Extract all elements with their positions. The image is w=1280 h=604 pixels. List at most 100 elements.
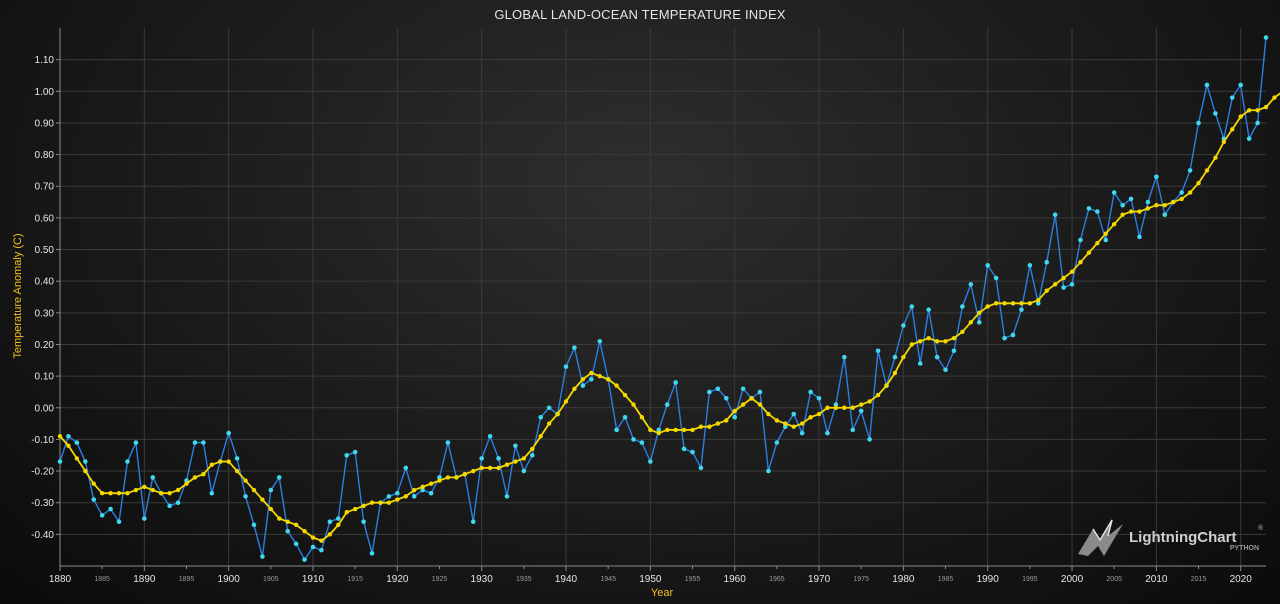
data-point-1 [378,500,383,505]
data-point-1 [327,532,333,537]
data-point-1 [808,415,813,420]
data-point-1 [546,421,552,426]
data-point-0 [791,411,797,417]
data-point-1 [1162,203,1168,208]
logo-mark: ® [1258,524,1264,532]
data-point-0 [1154,174,1159,180]
data-point-0 [1179,190,1184,195]
data-point-0 [664,402,670,407]
data-point-0 [985,263,990,268]
data-point-0 [1255,120,1260,126]
data-point-0 [951,348,957,354]
x-tick-label: 1940 [555,574,578,585]
data-point-0 [589,376,594,382]
data-point-0 [858,408,864,414]
y-tick-label: 1.10 [35,55,55,66]
data-point-1 [1187,190,1193,195]
data-point-1 [1255,108,1260,113]
data-point-1 [251,487,257,493]
data-point-0 [740,386,746,392]
data-point-0 [917,361,923,366]
data-point-1 [783,421,788,426]
data-point-0 [1111,190,1117,195]
data-point-1 [816,411,822,417]
x-minor-tick-label: 1885 [94,576,110,583]
data-point-1 [184,481,189,486]
data-point-1 [901,354,906,360]
data-point-0 [968,282,974,287]
data-point-1 [589,370,594,376]
data-point-0 [302,557,307,562]
data-point-1 [412,487,417,493]
data-point-1 [243,478,248,483]
data-point-0 [766,468,771,474]
data-point-1 [1230,127,1235,132]
y-tick-label: -0.30 [31,498,54,509]
data-point-1 [1238,114,1243,119]
data-point-1 [918,339,923,344]
data-point-1 [1112,222,1117,227]
data-point-1 [648,427,653,433]
data-point-0 [1019,307,1024,312]
data-point-1 [1128,209,1134,214]
data-point-0 [850,427,856,433]
x-minor-tick-label: 1975 [853,576,869,583]
data-point-1 [749,396,754,401]
x-tick-label: 1890 [133,574,156,585]
x-tick-label: 1950 [639,574,662,585]
data-point-0 [201,440,206,445]
data-point-0 [774,440,780,445]
data-point-1 [572,386,577,391]
data-point-1 [968,320,974,325]
data-point-1 [116,491,122,496]
data-point-0 [808,389,813,395]
y-tick-label: 0.80 [35,150,55,161]
data-point-0 [614,427,619,433]
data-point-0 [1103,237,1109,243]
data-point-0 [723,395,729,401]
data-point-1 [471,468,476,474]
data-point-1 [74,456,80,461]
data-point-0 [833,402,839,407]
data-point-0 [757,389,763,395]
data-point-0 [268,487,274,493]
data-point-1 [504,462,510,467]
data-point-1 [690,427,695,433]
data-point-0 [1229,95,1235,100]
logo-sub: PYTHON [1230,545,1259,552]
y-tick-label: 0.10 [35,372,55,383]
data-point-1 [951,335,957,341]
data-point-1 [437,478,442,483]
data-point-0 [572,345,577,350]
x-axis-title: Year [651,587,674,599]
data-point-1 [1154,203,1159,208]
data-point-1 [867,399,872,404]
data-point-0 [698,465,704,471]
data-point-1 [909,342,914,347]
data-point-1 [57,434,63,439]
y-tick-label: -0.10 [31,435,54,446]
data-point-1 [352,506,358,512]
data-point-1 [1171,199,1176,205]
data-point-1 [614,383,619,388]
x-minor-tick-label: 1985 [938,576,954,583]
data-point-1 [943,339,948,344]
chart-title: GLOBAL LAND-OCEAN TEMPERATURE INDEX [494,7,786,22]
y-axis-title: Temperature Anomaly (C) [12,233,24,358]
data-point-1 [580,377,586,382]
data-point-1 [462,472,468,477]
data-point-1 [454,475,459,480]
lightningchart-logo: LightningChart ® PYTHON [1078,519,1264,556]
data-point-1 [99,491,105,496]
data-point-0 [445,440,451,445]
data-point-1 [993,301,999,306]
x-minor-tick-label: 1905 [263,576,279,583]
data-point-1 [403,494,408,499]
data-point-1 [521,456,527,461]
data-point-1 [1196,180,1201,186]
data-point-1 [83,468,88,474]
data-point-1 [715,421,721,426]
data-point-0 [690,449,695,455]
x-tick-label: 1990 [977,574,1000,585]
data-point-1 [1246,108,1252,113]
